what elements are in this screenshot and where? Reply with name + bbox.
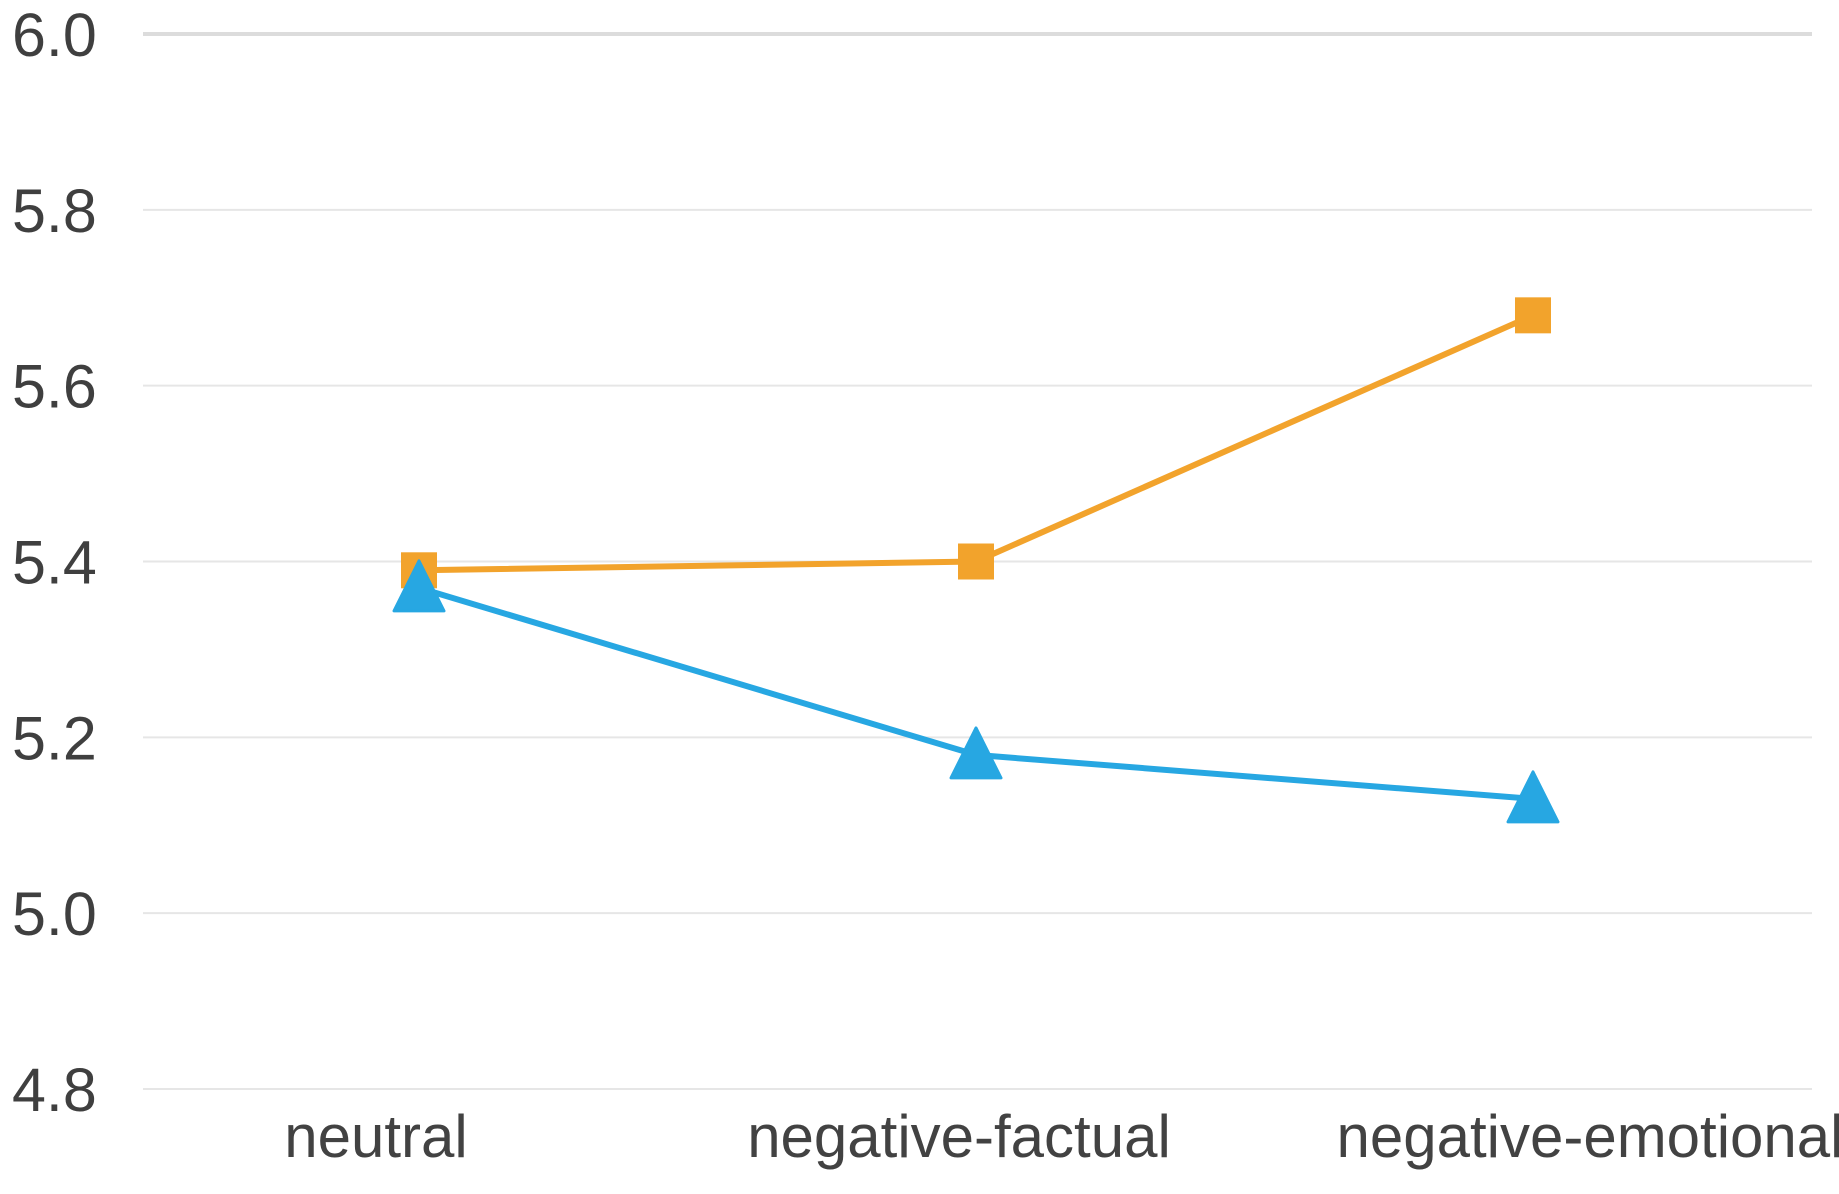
y-axis-tick-label: 5.0: [12, 880, 97, 948]
square-marker-icon: [958, 543, 994, 580]
x-axis-category-label: negative-factual: [747, 1103, 1171, 1170]
orange-square-series-line: [416, 312, 1536, 574]
x-axis-category-label: negative-emotional: [1337, 1103, 1839, 1170]
square-marker-icon: [1515, 297, 1551, 334]
y-axis-tick-label: 5.4: [12, 529, 97, 597]
y-axis-tick-label: 4.8: [12, 1056, 97, 1124]
triangle-marker-icon: [392, 559, 446, 613]
triangle-marker-icon: [949, 726, 1003, 780]
x-axis-category-label: neutral: [284, 1103, 467, 1170]
y-axis-tick-label: 5.2: [12, 704, 97, 772]
y-axis-tick-label: 5.8: [12, 177, 97, 245]
y-axis-tick-label: 5.6: [12, 353, 97, 421]
y-axis-tick-label: 6.0: [12, 1, 97, 69]
triangle-marker-icon: [1506, 770, 1560, 824]
